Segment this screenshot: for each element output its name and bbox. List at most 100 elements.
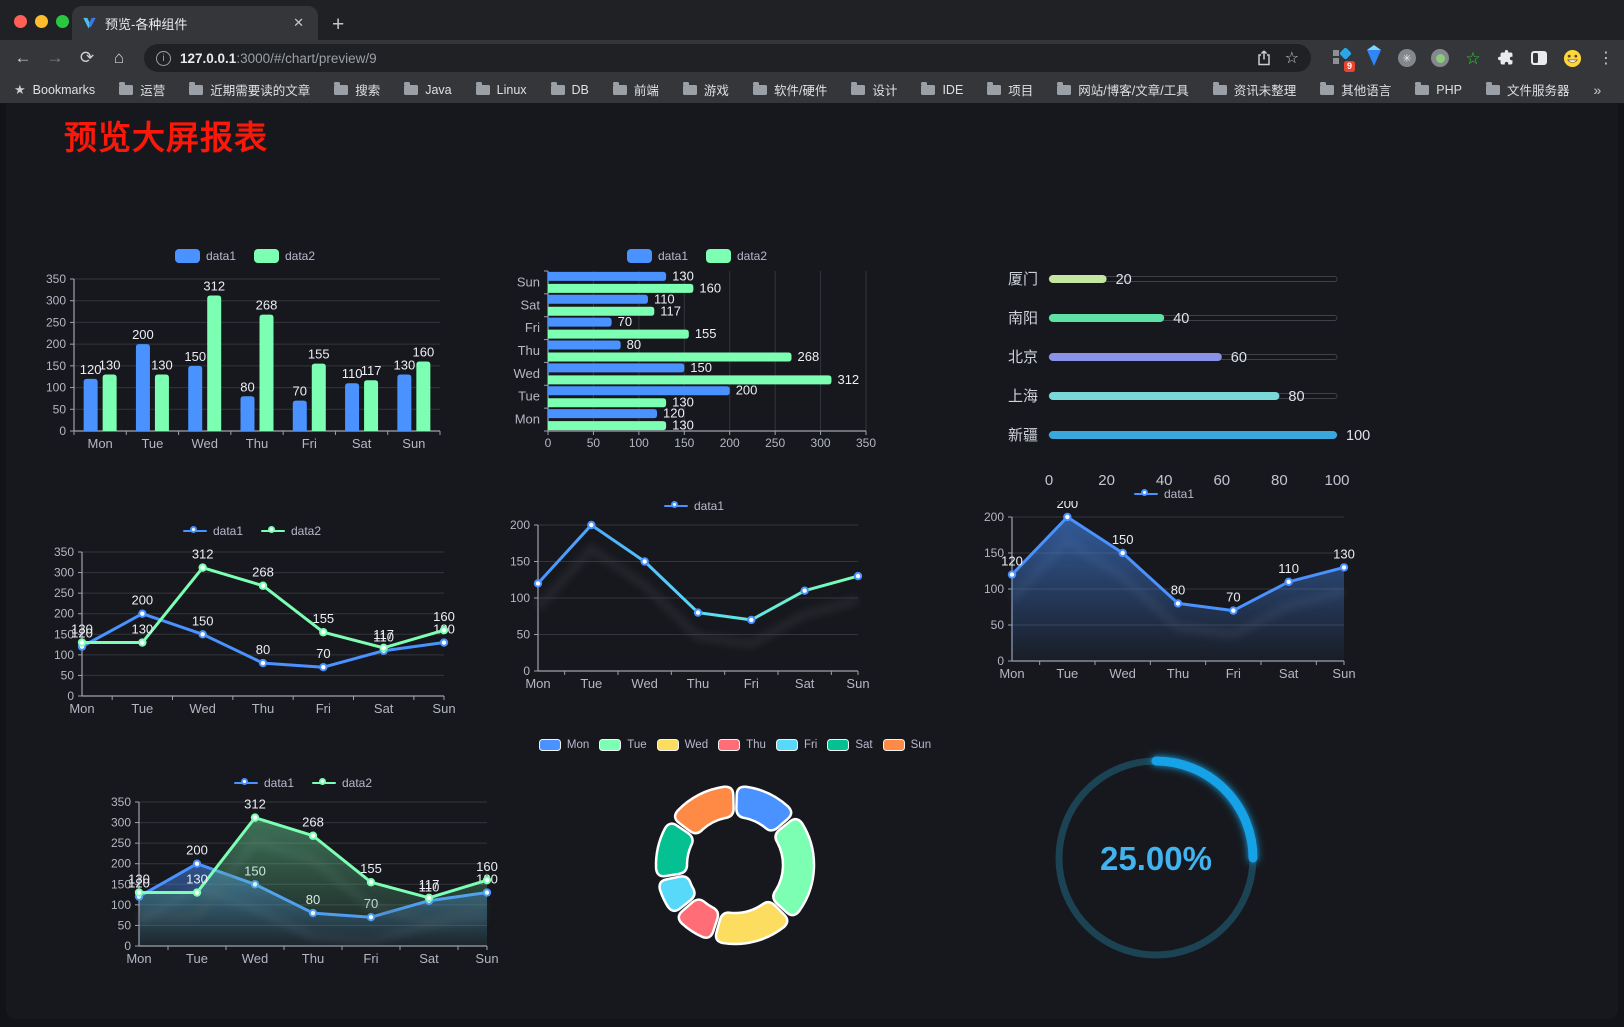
bookmark-item[interactable]: 前端 xyxy=(612,80,659,99)
bookmark-item[interactable]: IDE xyxy=(921,80,963,99)
minimize-window-button[interactable] xyxy=(35,15,48,28)
close-window-button[interactable] xyxy=(14,15,27,28)
bookmark-item[interactable]: 网站/博客/文章/工具 xyxy=(1057,80,1189,99)
bookmark-item[interactable]: 运营 xyxy=(119,80,165,99)
legend-item-data1[interactable]: data1 xyxy=(182,524,243,538)
legend-item-Sun[interactable]: Sun xyxy=(882,739,931,751)
svg-text:110: 110 xyxy=(342,366,363,381)
legend-marker xyxy=(174,249,200,263)
svg-text:250: 250 xyxy=(765,436,785,450)
home-button[interactable]: ⌂ xyxy=(113,48,125,67)
browser-menu-icon[interactable]: ⋮ xyxy=(1598,50,1614,67)
chart-canvas: 0 50 100 150 200 250 300 350 Mon Tue Wed Thu Fri Sat S… xyxy=(54,545,456,716)
address-bar[interactable]: i 127.0.0.1 :3000/#/chart/preview/9 ☆ xyxy=(144,44,1311,72)
legend-item-Sat[interactable]: Sat xyxy=(827,739,873,751)
svg-text:110: 110 xyxy=(373,630,394,645)
legend-item-Mon[interactable]: Mon xyxy=(538,739,589,751)
legend-item-Fri[interactable]: Fri xyxy=(775,739,817,751)
svg-text:117: 117 xyxy=(660,303,681,318)
legend-marker xyxy=(718,739,741,751)
zoom-window-button[interactable] xyxy=(56,15,69,28)
svg-text:130: 130 xyxy=(672,418,694,433)
svg-text:Thu: Thu xyxy=(1167,666,1189,681)
legend-item-data1[interactable]: data1 xyxy=(663,499,724,513)
tab-close-icon[interactable]: ✕ xyxy=(293,15,304,30)
forward-button[interactable]: → xyxy=(46,48,64,67)
share-icon[interactable] xyxy=(1257,50,1271,66)
legend-item-data2[interactable]: data2 xyxy=(254,249,315,263)
bookmark-item[interactable]: Linux xyxy=(475,80,527,99)
site-info-icon[interactable]: i xyxy=(156,50,171,66)
chart-grouped-bar: data1 data2 0 50 100 150 200 250 300 350 Mon Tue Wed… xyxy=(30,249,460,468)
back-button[interactable]: ← xyxy=(14,48,32,67)
svg-text:Wed: Wed xyxy=(191,436,218,451)
emoji-extension-icon[interactable] xyxy=(1562,48,1582,68)
svg-text:Tue: Tue xyxy=(518,389,540,404)
svg-text:268: 268 xyxy=(302,815,324,830)
legend-item-data2[interactable]: data2 xyxy=(706,249,767,263)
svg-text:120: 120 xyxy=(663,406,685,421)
chart-canvas: 0 50 100 150 200 250 300 350 Mon Tue Wed Thu Fri Sat S… xyxy=(46,272,441,451)
legend-marker xyxy=(663,500,688,508)
legend-item-data1[interactable]: data1 xyxy=(233,776,294,790)
bookmark-item[interactable]: PHP xyxy=(1415,80,1462,99)
folder-icon xyxy=(475,82,490,95)
bookmark-item[interactable]: 其他语言 xyxy=(1320,80,1391,99)
star-extension-icon[interactable]: ☆ xyxy=(1465,48,1481,68)
svg-text:0: 0 xyxy=(545,436,552,450)
svg-text:Fri: Fri xyxy=(744,676,759,691)
page-content: 预览大屏报表 data1 data2 0 50 100 150 200 250 300 350 Mo… xyxy=(0,103,1624,1027)
extensions-puzzle-icon[interactable] xyxy=(1496,48,1516,68)
bookmark-item[interactable]: 软件/硬件 xyxy=(752,80,827,99)
legend-item-data1[interactable]: data1 xyxy=(1133,487,1194,501)
bookmark-item[interactable]: 搜索 xyxy=(334,80,380,99)
bookmark-item[interactable]: DB xyxy=(550,80,589,99)
legend-item-Thu[interactable]: Thu xyxy=(718,739,766,751)
svg-text:268: 268 xyxy=(256,298,278,313)
browser-toolbar: ← → ⟳ ⌂ i 127.0.0.1 :3000/#/chart/previe… xyxy=(0,40,1624,76)
legend-item-data2[interactable]: data2 xyxy=(261,524,321,538)
legend-marker xyxy=(182,525,207,533)
legend-marker xyxy=(706,249,731,263)
legend-item-data2[interactable]: data2 xyxy=(312,776,372,790)
reload-button[interactable]: ⟳ xyxy=(79,48,95,67)
bookmarks-manager[interactable]: ★ Bookmarks xyxy=(14,81,96,97)
svg-text:200: 200 xyxy=(54,607,74,621)
bookmark-item[interactable]: 近期需要读的文章 xyxy=(189,80,310,99)
folder-icon xyxy=(1485,82,1500,95)
legend-item-data1[interactable]: data1 xyxy=(174,249,236,263)
legend-marker xyxy=(312,777,336,785)
svg-text:0: 0 xyxy=(59,424,66,438)
bookmark-item[interactable]: 项目 xyxy=(987,80,1033,99)
bookmarks-overflow-chevron[interactable]: » xyxy=(1593,81,1602,98)
svg-text:120: 120 xyxy=(80,362,102,377)
kite-extension-icon[interactable] xyxy=(1364,45,1384,68)
new-tab-button[interactable]: + xyxy=(332,13,345,36)
legend-item-Wed[interactable]: Wed xyxy=(656,739,708,751)
svg-text:Fri: Fri xyxy=(302,436,317,451)
legend-item-Tue[interactable]: Tue xyxy=(599,739,647,751)
side-panel-icon[interactable] xyxy=(1529,48,1549,68)
svg-text:130: 130 xyxy=(1333,546,1355,561)
legend-marker xyxy=(233,777,258,785)
svg-text:150: 150 xyxy=(510,555,530,569)
bookmark-item[interactable]: 设计 xyxy=(851,80,897,99)
extension-badge-icon[interactable]: 9 xyxy=(1331,47,1355,72)
chart-canvas: 0 50 100 150 200 250 300 350 Sun Sat Fri Thu Wed Tue M… xyxy=(514,268,877,450)
svg-text:Sun: Sun xyxy=(432,701,455,716)
svg-text:40: 40 xyxy=(1156,472,1173,489)
bookmark-item[interactable]: 游戏 xyxy=(682,80,729,99)
bookmark-star-icon[interactable]: ☆ xyxy=(1284,50,1299,67)
bookmark-item[interactable]: Java xyxy=(404,80,452,99)
legend-item-data1[interactable]: data1 xyxy=(626,249,688,263)
folder-icon xyxy=(1415,82,1430,95)
asterisk-extension-icon[interactable]: ✳ xyxy=(1397,48,1417,68)
dot-extension-icon[interactable] xyxy=(1430,48,1450,68)
bookmark-item[interactable]: 文件服务器 xyxy=(1485,80,1569,99)
svg-text:350: 350 xyxy=(856,436,876,450)
svg-text:200: 200 xyxy=(1056,501,1078,511)
browser-tab[interactable]: 预览-各种组件 ✕ xyxy=(72,6,318,40)
bookmark-item[interactable]: 资讯未整理 xyxy=(1212,80,1296,99)
svg-text:130: 130 xyxy=(151,358,173,373)
chart-gradient-line: data1 0 50 100 150 200 Mon Tue Wed Thu Fri Sat Sun xyxy=(496,499,892,708)
